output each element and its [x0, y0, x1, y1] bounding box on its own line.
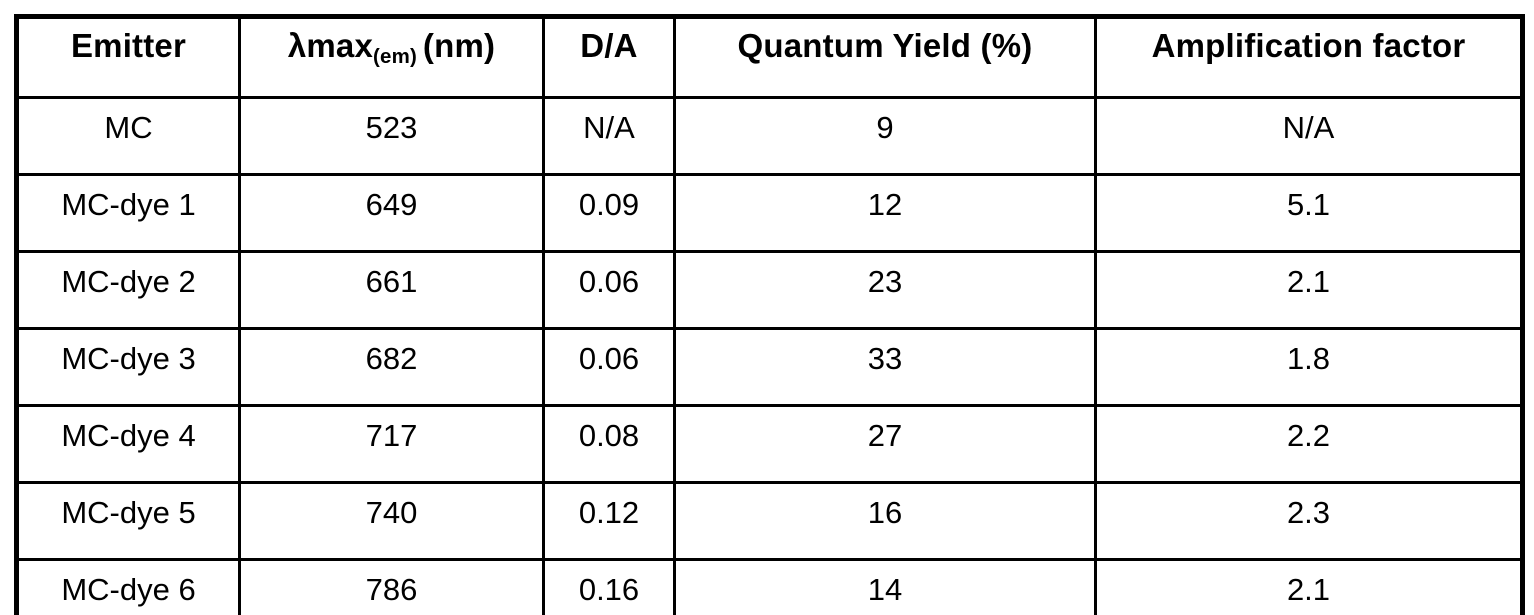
- cell-lambda-max: 649: [238, 173, 545, 253]
- cell-d-a: 0.06: [542, 327, 676, 407]
- table-row: Emitter λmax(em) (nm) D/A Quantum Yield (…: [15, 15, 1524, 99]
- cell-lambda-max: 786: [238, 558, 545, 615]
- lambda-max-unit: (nm): [422, 27, 496, 64]
- cell-lambda-max: 523: [238, 96, 545, 176]
- cell-lambda-max: 717: [238, 404, 545, 484]
- cell-d-a: 0.06: [542, 250, 676, 330]
- cell-quantum-yield: 12: [673, 173, 1097, 253]
- column-header-amplification-factor: Amplification factor: [1094, 15, 1524, 99]
- cell-lambda-max: 740: [238, 481, 545, 561]
- cell-emitter: MC-dye 1: [15, 173, 241, 253]
- cell-emitter: MC-dye 4: [15, 404, 241, 484]
- cell-quantum-yield: 9: [673, 96, 1097, 176]
- cell-emitter: MC-dye 6: [15, 558, 241, 615]
- table-row: MC-dye 2 661 0.06 23 2.1: [15, 250, 1524, 330]
- lambda-max-subscript: (em): [373, 44, 417, 68]
- cell-quantum-yield: 23: [673, 250, 1097, 330]
- cell-d-a: N/A: [542, 96, 676, 176]
- cell-d-a: 0.08: [542, 404, 676, 484]
- cell-quantum-yield: 16: [673, 481, 1097, 561]
- table-row: MC-dye 6 786 0.16 14 2.1: [15, 558, 1524, 615]
- cell-emitter: MC-dye 5: [15, 481, 241, 561]
- cell-quantum-yield: 14: [673, 558, 1097, 615]
- cell-emitter: MC-dye 3: [15, 327, 241, 407]
- lambda-max-main: λmax: [287, 27, 374, 64]
- cell-amplification-factor: 5.1: [1094, 173, 1524, 253]
- cell-amplification-factor: 1.8: [1094, 327, 1524, 407]
- cell-d-a: 0.16: [542, 558, 676, 615]
- column-header-quantum-yield: Quantum Yield (%): [673, 15, 1097, 99]
- cell-quantum-yield: 27: [673, 404, 1097, 484]
- cell-amplification-factor: 2.2: [1094, 404, 1524, 484]
- table-body: MC 523 N/A 9 N/A MC-dye 1 649 0.09 12 5.…: [15, 96, 1524, 615]
- table-row: MC-dye 1 649 0.09 12 5.1: [15, 173, 1524, 253]
- cell-d-a: 0.12: [542, 481, 676, 561]
- table-row: MC-dye 4 717 0.08 27 2.2: [15, 404, 1524, 484]
- column-header-lambda-max: λmax(em) (nm): [238, 15, 545, 99]
- column-header-emitter: Emitter: [15, 15, 241, 99]
- cell-amplification-factor: 2.3: [1094, 481, 1524, 561]
- table-row: MC 523 N/A 9 N/A: [15, 96, 1524, 176]
- cell-lambda-max: 661: [238, 250, 545, 330]
- cell-amplification-factor: N/A: [1094, 96, 1524, 176]
- cell-amplification-factor: 2.1: [1094, 250, 1524, 330]
- table-row: MC-dye 5 740 0.12 16 2.3: [15, 481, 1524, 561]
- cell-quantum-yield: 33: [673, 327, 1097, 407]
- table-header-row: Emitter λmax(em) (nm) D/A Quantum Yield (…: [15, 15, 1524, 99]
- table-row: MC-dye 3 682 0.06 33 1.8: [15, 327, 1524, 407]
- cell-d-a: 0.09: [542, 173, 676, 253]
- cell-lambda-max: 682: [238, 327, 545, 407]
- cell-emitter: MC: [15, 96, 241, 176]
- cell-emitter: MC-dye 2: [15, 250, 241, 330]
- column-header-d-a: D/A: [542, 15, 676, 99]
- emitter-properties-table: Emitter λmax(em) (nm) D/A Quantum Yield (…: [14, 14, 1525, 615]
- cell-amplification-factor: 2.1: [1094, 558, 1524, 615]
